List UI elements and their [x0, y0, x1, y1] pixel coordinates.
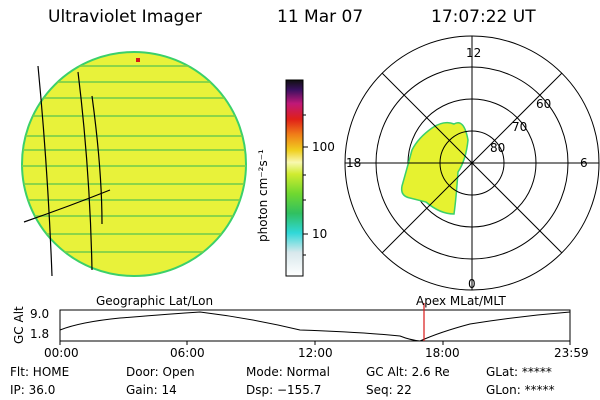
status-glon: GLon: *****: [486, 383, 555, 397]
colorbar-tick-10: 10: [312, 227, 328, 241]
lat-label-80: 80: [490, 141, 506, 155]
status-ip: IP: 36.0: [10, 383, 56, 397]
status-seq: Seq: 22: [366, 383, 412, 397]
altitude-trace: [59, 311, 571, 342]
orbit-plot: [59, 303, 571, 345]
status-mode: Mode: Normal: [246, 365, 330, 379]
auroral-oval: [400, 121, 469, 215]
mlt-label-12: 12: [466, 46, 482, 60]
orbit-x-tick-1800: 18:00: [425, 346, 460, 360]
orbit-x-tick-1200: 12:00: [298, 346, 333, 360]
status-dsp: Dsp: −155.7: [246, 383, 322, 397]
instrument-title: Ultraviolet Imager: [48, 7, 202, 27]
status-gain: Gain: 14: [126, 383, 177, 397]
orbit-y-tick-top: 9.0: [30, 307, 50, 321]
geo-grid-lines: [23, 65, 111, 277]
header-time: 17:07:22 UT: [431, 7, 536, 27]
orbit-left-caption: Geographic Lat/Lon: [96, 294, 214, 308]
orbit-right-caption: Apex MLat/MLT: [416, 294, 506, 308]
orbit-x-tick-0600: 06:00: [170, 346, 205, 360]
colorbar-unit-label: photon cm⁻²s⁻¹: [256, 149, 270, 242]
lat-label-70: 70: [512, 120, 528, 134]
orbit-x-tick-0000: 00:00: [44, 346, 79, 360]
mlt-label-6: 6: [580, 156, 588, 170]
lat-label-60: 60: [536, 97, 552, 111]
orbit-x-tick-2359: 23:59: [554, 346, 589, 360]
colorbar-tick-100: 100: [312, 140, 335, 154]
mlt-label-0: 0: [468, 277, 476, 291]
status-glat: GLat: *****: [486, 365, 552, 379]
status-door: Door: Open: [126, 365, 195, 379]
header-date: 11 Mar 07: [277, 7, 364, 27]
uv-disk-image: [21, 51, 247, 277]
status-gc-alt: GC Alt: 2.6 Re: [366, 365, 450, 379]
status-flt: Flt: HOME: [10, 365, 70, 379]
orbit-axis-label: GC Alt: [12, 306, 26, 344]
hot-pixel: [136, 58, 140, 62]
mlt-label-18: 18: [346, 156, 362, 170]
orbit-y-tick-bottom: 1.8: [30, 327, 50, 341]
colorbar: [285, 79, 304, 277]
polar-plot: [344, 35, 600, 291]
